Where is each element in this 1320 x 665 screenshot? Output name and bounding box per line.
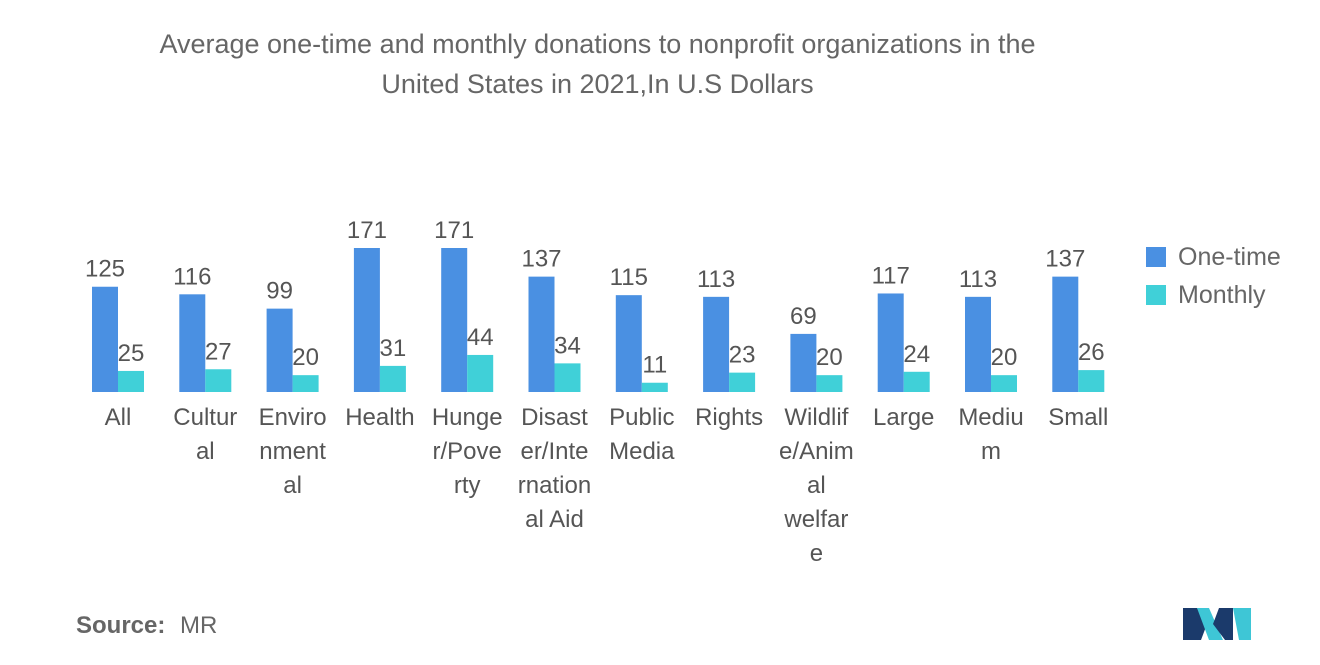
bar-one-time-all — [92, 286, 118, 392]
bar-monthly-small — [1078, 370, 1105, 392]
data-label-one-time-small: 137 — [1045, 246, 1085, 273]
category-label-health-line-1: Health — [345, 404, 414, 431]
category-label-environmental-line-2: nment — [259, 438, 326, 465]
bar-one-time-environmental — [266, 308, 293, 392]
category-label-cultural-line-2: al — [196, 438, 215, 465]
chart-title-line-1: Average one-time and monthly donations t… — [159, 29, 1036, 59]
bar-monthly-all — [118, 370, 144, 392]
data-label-one-time-large: 117 — [872, 262, 910, 289]
category-label-hunger-poverty-line-2: r/Pove — [433, 438, 502, 465]
bar-one-time-rights — [703, 296, 730, 392]
data-label-monthly-environmental: 20 — [292, 344, 319, 371]
data-label-monthly-large: 24 — [903, 341, 930, 368]
chart-title: Average one-time and monthly donations t… — [60, 24, 1135, 104]
data-label-monthly-health: 31 — [380, 335, 407, 362]
category-label-wildlife-animal-welfare-line-2: e/Anim — [779, 438, 854, 465]
data-label-monthly-wildlife-animal-welfare: 20 — [816, 344, 843, 371]
bar-one-time-medium — [965, 296, 991, 392]
category-label-environmental-line-3: al — [283, 472, 302, 499]
bar-one-time-public-media — [615, 295, 642, 392]
category-label-small-line-1: Small — [1048, 404, 1108, 431]
category-label-disaster-international-aid-line-3: rnation — [518, 472, 591, 499]
source-value: MR — [180, 612, 218, 639]
bar-monthly-large — [903, 371, 930, 392]
bar-one-time-health — [353, 248, 380, 392]
bar-one-time-hunger-poverty — [441, 248, 468, 392]
category-label-wildlife-animal-welfare-line-3: al — [807, 472, 826, 499]
legend-label-one-time: One-time — [1178, 242, 1281, 271]
data-label-one-time-medium: 113 — [959, 266, 997, 293]
data-label-one-time-cultural: 116 — [173, 263, 211, 290]
data-label-monthly-small: 26 — [1078, 339, 1105, 366]
data-label-one-time-all: 125 — [85, 256, 125, 283]
bar-one-time-wildlife-animal-welfare — [790, 333, 817, 392]
category-label-disaster-international-aid-line-2: er/Inte — [520, 438, 588, 465]
source-label: Source: — [76, 612, 166, 639]
bar-monthly-environmental — [292, 375, 319, 392]
bar-monthly-wildlife-animal-welfare — [816, 375, 843, 392]
legend-swatch-monthly — [1146, 285, 1166, 305]
chart-legend: One-time Monthly — [1146, 238, 1281, 314]
bar-one-time-small — [1052, 276, 1079, 392]
legend-item-one-time: One-time — [1146, 238, 1281, 276]
source-note: Source: MR — [76, 612, 217, 640]
category-label-public-media-line-2: Media — [609, 438, 675, 465]
data-label-one-time-wildlife-animal-welfare: 69 — [790, 303, 817, 330]
bar-one-time-large — [877, 293, 904, 392]
category-label-public-media-line-1: Public — [609, 404, 674, 431]
data-label-monthly-disaster-international-aid: 34 — [554, 332, 581, 359]
category-label-cultural-line-1: Cultur — [173, 404, 237, 431]
bar-monthly-disaster-international-aid — [554, 363, 581, 392]
bar-monthly-rights — [729, 372, 756, 392]
bar-monthly-cultural — [205, 369, 232, 392]
category-label-hunger-poverty-line-1: Hunge — [432, 404, 503, 431]
legend-label-monthly: Monthly — [1178, 280, 1266, 309]
bar-monthly-health — [379, 365, 406, 392]
category-label-rights-line-1: Rights — [695, 404, 763, 431]
data-label-monthly-public-media: 11 — [642, 352, 667, 379]
category-label-disaster-international-aid-line-4: al Aid — [525, 506, 584, 533]
legend-item-monthly: Monthly — [1146, 276, 1281, 314]
data-label-one-time-public-media: 115 — [610, 264, 648, 291]
category-label-large-line-1: Large — [873, 404, 934, 431]
category-label-wildlife-animal-welfare-line-1: Wildlif — [784, 404, 848, 431]
category-label-environmental-line-1: Enviro — [259, 404, 327, 431]
bar-one-time-disaster-international-aid — [528, 276, 555, 392]
bar-chart: 125 25 All 116 27 Cultur al 99 20 Enviro nment al 17… — [85, 217, 1108, 567]
bar-monthly-hunger-poverty — [467, 354, 494, 392]
mordor-intelligence-logo — [1183, 608, 1251, 640]
data-label-one-time-environmental: 99 — [266, 278, 293, 305]
data-label-one-time-rights: 113 — [697, 266, 735, 293]
bar-monthly-medium — [991, 375, 1017, 392]
category-label-wildlife-animal-welfare-line-4: welfar — [783, 506, 848, 533]
category-label-medium-line-1: Mediu — [958, 404, 1023, 431]
category-label-wildlife-animal-welfare-line-5: e — [810, 540, 823, 567]
legend-swatch-one-time — [1146, 247, 1166, 267]
bar-one-time-cultural — [179, 294, 206, 392]
data-label-monthly-cultural: 27 — [205, 338, 232, 365]
data-label-monthly-rights: 23 — [729, 342, 756, 369]
category-label-hunger-poverty-line-3: rty — [454, 472, 481, 499]
data-label-monthly-hunger-poverty: 44 — [467, 324, 494, 351]
category-label-medium-line-2: m — [981, 438, 1001, 465]
data-label-monthly-all: 25 — [118, 340, 145, 367]
data-label-monthly-medium: 20 — [991, 344, 1018, 371]
chart-title-line-2: United States in 2021,In U.S Dollars — [381, 69, 814, 99]
category-label-all-line-1: All — [105, 404, 132, 431]
bar-monthly-public-media — [641, 382, 668, 392]
data-label-one-time-disaster-international-aid: 137 — [521, 246, 561, 273]
data-label-one-time-hunger-poverty: 171 — [434, 217, 474, 244]
category-label-disaster-international-aid-line-1: Disast — [521, 404, 588, 431]
data-label-one-time-health: 171 — [347, 217, 387, 244]
